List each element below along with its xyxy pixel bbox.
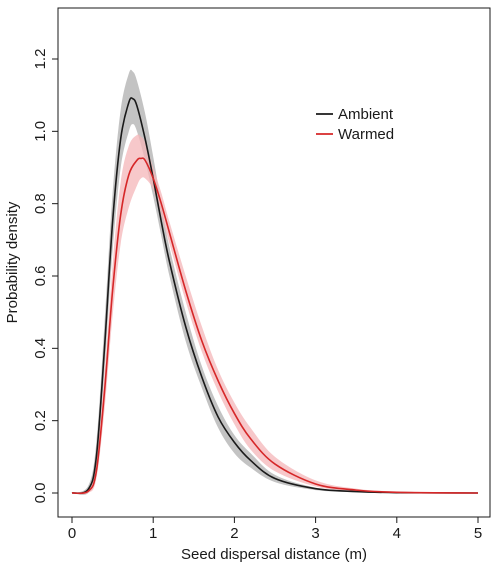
- y-axis-label: Probability density: [4, 201, 21, 323]
- y-tick-label: 0.0: [32, 483, 49, 504]
- legend-label-warmed: Warmed: [338, 126, 394, 143]
- y-tick-label: 0.2: [32, 410, 49, 431]
- y-tick-label: 1.0: [32, 121, 49, 142]
- x-axis-label: Seed dispersal distance (m): [181, 546, 367, 563]
- warmed-confidence-band: [72, 134, 478, 495]
- x-tick-label: 1: [149, 525, 157, 542]
- series-lines: [71, 97, 479, 495]
- y-tick-label: 0.8: [32, 193, 49, 214]
- x-tick-label: 5: [474, 525, 482, 542]
- confidence-bands: [72, 69, 478, 495]
- x-axis: 0 1 2 3 4 5: [68, 517, 482, 542]
- warmed-series-line: [71, 157, 479, 495]
- ambient-confidence-band: [72, 69, 478, 495]
- y-tick-label: 0.6: [32, 266, 49, 287]
- x-tick-label: 0: [68, 525, 76, 542]
- legend-label-ambient: Ambient: [338, 106, 394, 123]
- x-tick-label: 4: [393, 525, 401, 542]
- y-axis: 0.0 0.2 0.4 0.6 0.8 1.0 1.2: [32, 49, 58, 504]
- plot-frame: [57, 7, 491, 518]
- y-tick-label: 1.2: [32, 49, 49, 70]
- x-tick-label: 2: [230, 525, 238, 542]
- y-tick-label: 0.4: [32, 338, 49, 359]
- ambient-series-line: [71, 97, 479, 495]
- x-tick-label: 3: [311, 525, 319, 542]
- legend: Ambient Warmed: [316, 106, 394, 143]
